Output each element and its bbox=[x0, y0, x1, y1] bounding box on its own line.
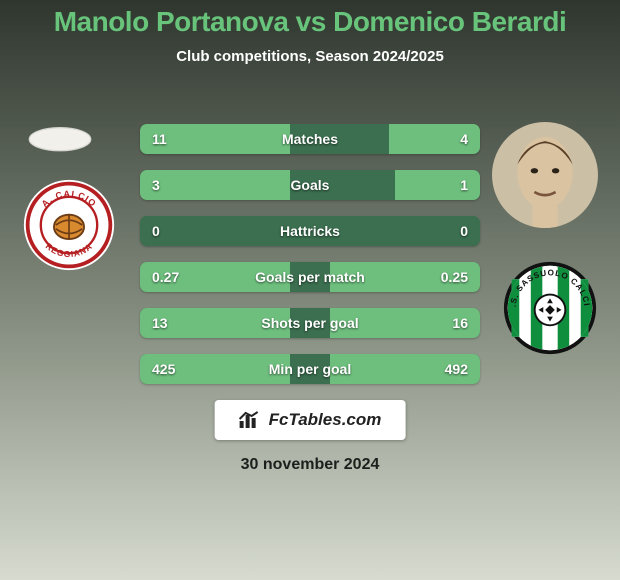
player-right-avatar bbox=[492, 122, 598, 228]
stat-value-right: 16 bbox=[452, 315, 468, 331]
stat-label: Goals bbox=[291, 177, 330, 193]
stat-label: Goals per match bbox=[255, 269, 365, 285]
stat-value-left: 3 bbox=[152, 177, 160, 193]
player-left-avatar bbox=[12, 120, 108, 158]
stat-value-left: 0 bbox=[152, 223, 160, 239]
bars-icon bbox=[239, 411, 261, 429]
stat-row: 0.27 0.25 Goals per match bbox=[140, 262, 480, 292]
avatar-placeholder-icon bbox=[12, 120, 108, 158]
subtitle: Club competitions, Season 2024/2025 bbox=[0, 48, 620, 65]
stat-row: 3 1 Goals bbox=[140, 170, 480, 200]
stat-value-right: 492 bbox=[445, 361, 468, 377]
watermark: FcTables.com bbox=[215, 400, 406, 440]
avatar-face-icon bbox=[492, 122, 598, 228]
page-title: Manolo Portanova vs Domenico Berardi bbox=[0, 0, 620, 38]
stat-label: Shots per goal bbox=[261, 315, 358, 331]
comparison-infographic: Manolo Portanova vs Domenico Berardi Clu… bbox=[0, 0, 620, 580]
club-right-crest: U.S. SASSUOLO CALCIO bbox=[502, 260, 598, 356]
watermark-text: FcTables.com bbox=[269, 410, 382, 430]
stat-row: 0 0 Hattricks bbox=[140, 216, 480, 246]
stat-row: 13 16 Shots per goal bbox=[140, 308, 480, 338]
stat-value-right: 4 bbox=[460, 131, 468, 147]
stat-row: 425 492 Min per goal bbox=[140, 354, 480, 384]
date-text: 30 november 2024 bbox=[0, 456, 620, 474]
stat-rows: 11 4 Matches 3 1 Goals 0 0 Hattricks 0.27 0.25 Goal… bbox=[140, 124, 480, 400]
stat-value-left: 0.27 bbox=[152, 269, 179, 285]
stat-value-right: 1 bbox=[460, 177, 468, 193]
stat-label: Matches bbox=[282, 131, 338, 147]
stat-value-left: 425 bbox=[152, 361, 175, 377]
stat-row: 11 4 Matches bbox=[140, 124, 480, 154]
sassuolo-crest-icon: U.S. SASSUOLO CALCIO bbox=[502, 260, 598, 356]
stat-value-right: 0 bbox=[460, 223, 468, 239]
stat-label: Min per goal bbox=[269, 361, 351, 377]
stat-fill-left bbox=[140, 170, 290, 200]
club-left-crest: A. CALCIO REGGIANA bbox=[22, 178, 116, 272]
stat-value-left: 11 bbox=[152, 131, 167, 147]
stat-label: Hattricks bbox=[280, 223, 340, 239]
stat-value-right: 0.25 bbox=[441, 269, 468, 285]
reggiana-crest-icon: A. CALCIO REGGIANA bbox=[22, 178, 116, 272]
stat-value-left: 13 bbox=[152, 315, 168, 331]
